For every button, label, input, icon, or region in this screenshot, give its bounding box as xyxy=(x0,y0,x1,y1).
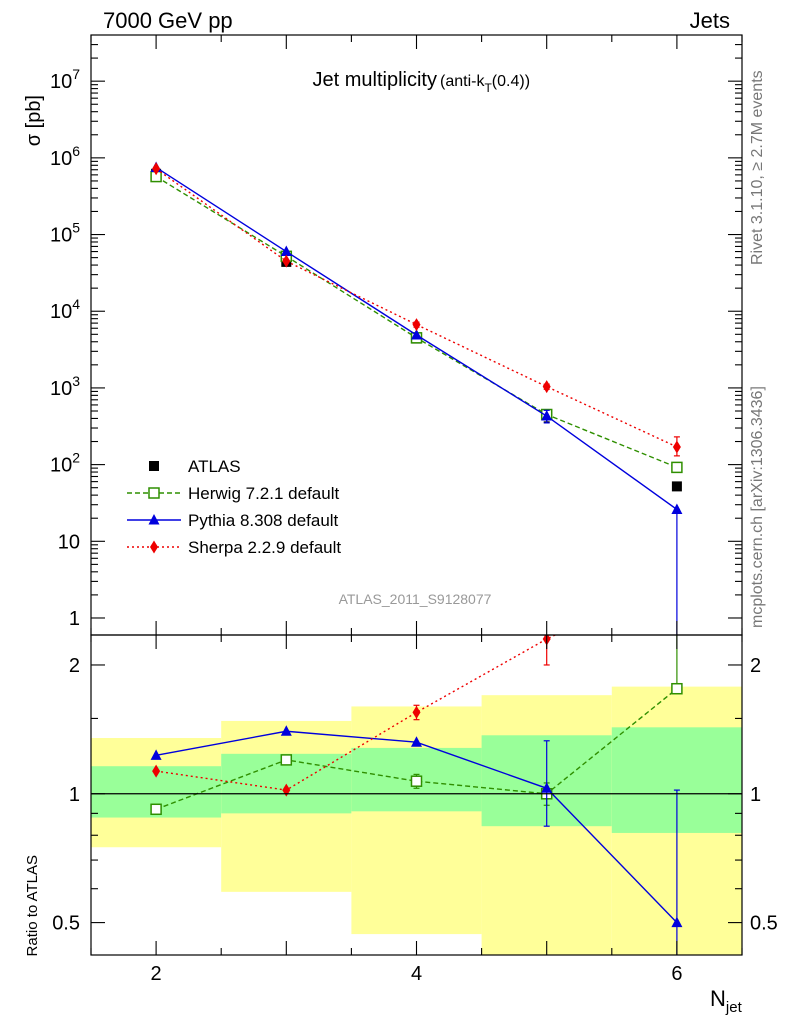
main-point-2-4 xyxy=(671,503,683,514)
x-tick-label: 6 xyxy=(671,963,682,985)
ratio-point-1-3 xyxy=(541,782,553,793)
ratio-point-1-1 xyxy=(280,725,292,736)
plot-title-sub-pre: (anti-k xyxy=(440,73,485,90)
ratio-point-2-2 xyxy=(412,705,421,719)
x-axis-label-main: N xyxy=(710,986,726,1011)
y-tick-label-main: 107 xyxy=(50,66,80,93)
ratio-series-1 xyxy=(150,725,683,955)
main-point-2-3 xyxy=(541,410,553,421)
legend-entry-1: Herwig 7.2.1 default xyxy=(127,484,339,503)
legend-label-3: Sherpa 2.2.9 default xyxy=(188,538,341,557)
legend-marker-2 xyxy=(148,514,160,525)
main-point-2-2 xyxy=(411,328,422,340)
legend-label-1: Herwig 7.2.1 default xyxy=(188,484,339,503)
y-tick-label-ratio-right: 1 xyxy=(750,784,761,806)
y-axis-label-ratio: Ratio to ATLAS xyxy=(24,855,41,956)
main-point-1-4 xyxy=(671,461,683,474)
plot-title: Jet multiplicity xyxy=(313,69,437,91)
ratio-point-1-2 xyxy=(411,736,422,747)
main-series-3 xyxy=(152,162,681,457)
y-tick-label-ratio-left: 2 xyxy=(69,655,80,677)
main-point-3-1 xyxy=(282,254,291,268)
ratio-point-0-1 xyxy=(280,754,293,766)
y-tick-label-ratio-left: 1 xyxy=(69,784,80,806)
y-tick-label-main: 105 xyxy=(50,220,80,247)
header-jets-label: Jets xyxy=(690,8,730,33)
rivet-version-label: Rivet 3.1.10, ≥ 2.7M events xyxy=(749,70,766,265)
main-point-3-3 xyxy=(542,380,551,394)
legend-entry-2: Pythia 8.308 default xyxy=(127,511,339,530)
main-point-3-0 xyxy=(152,162,161,176)
header-energy-label: 7000 GeV pp xyxy=(103,8,233,33)
main-panel-series xyxy=(150,161,683,635)
y-tick-label-main: 102 xyxy=(50,450,80,477)
plot-title-sub: (anti-kT(0.4)) xyxy=(440,73,530,95)
main-series-2 xyxy=(150,161,683,635)
y-tick-label-ratio-right: 2 xyxy=(750,655,761,677)
ratio-point-2-0 xyxy=(152,764,161,778)
y-tick-label-main: 103 xyxy=(50,373,80,400)
ratio-series-line-0 xyxy=(155,688,678,810)
y-tick-label-main: 106 xyxy=(50,143,80,170)
x-tick-label: 4 xyxy=(411,963,422,985)
legend-label-2: Pythia 8.308 default xyxy=(188,511,339,530)
main-point-3-4 xyxy=(672,440,681,454)
legend: ATLAS Herwig 7.2.1 default Pythia 8.308 de… xyxy=(127,457,341,557)
legend-marker-0 xyxy=(149,461,159,471)
ratio-point-0-4 xyxy=(671,682,683,695)
x-axis-label: Njet xyxy=(710,986,743,1016)
axis-ticks: 2 4 6 1 10 102 103 104 105 106 107 0.5 0.5 1 1 2 2 xyxy=(50,35,778,985)
y-tick-label-ratio-left: 0.5 xyxy=(52,913,80,935)
ratio-panel-series xyxy=(150,635,683,955)
plot-title-main: Jet multiplicity xyxy=(313,69,437,91)
legend-marker-3 xyxy=(150,540,158,554)
legend-entry-3: Sherpa 2.2.9 default xyxy=(127,538,341,557)
y-axis-label-sigma: σ [pb] xyxy=(23,95,45,146)
y-tick-label-main: 1 xyxy=(69,608,80,630)
analysis-id-label: ATLAS_2011_S9128077 xyxy=(339,591,492,607)
ratio-point-1-4 xyxy=(671,916,683,928)
legend-marker-1 xyxy=(148,487,160,499)
y-tick-label-main: 10 xyxy=(58,531,80,553)
y-tick-label-ratio-right: 0.5 xyxy=(750,913,778,935)
plot-title-sub-index: T xyxy=(484,81,492,95)
legend-entry-0: ATLAS xyxy=(149,457,241,476)
legend-label-0: ATLAS xyxy=(188,457,241,476)
ratio-point-0-0 xyxy=(150,803,162,816)
x-axis-label-sub: jet xyxy=(725,999,743,1016)
main-point-2-1 xyxy=(280,245,292,257)
x-tick-label: 2 xyxy=(151,963,162,985)
y-tick-label-main: 104 xyxy=(50,296,80,323)
ratio-point-1-0 xyxy=(150,749,162,760)
ratio-uncertainty-bands xyxy=(91,686,742,955)
main-point-0-4 xyxy=(671,481,682,492)
plot-title-sub-post: (0.4)) xyxy=(492,73,530,90)
ratio-point-0-2 xyxy=(410,775,423,787)
mcplots-label: mcplots.cern.ch [arXiv:1306.3436] xyxy=(749,386,766,628)
main-series-line-3 xyxy=(155,168,678,448)
main-point-3-2 xyxy=(412,318,421,332)
